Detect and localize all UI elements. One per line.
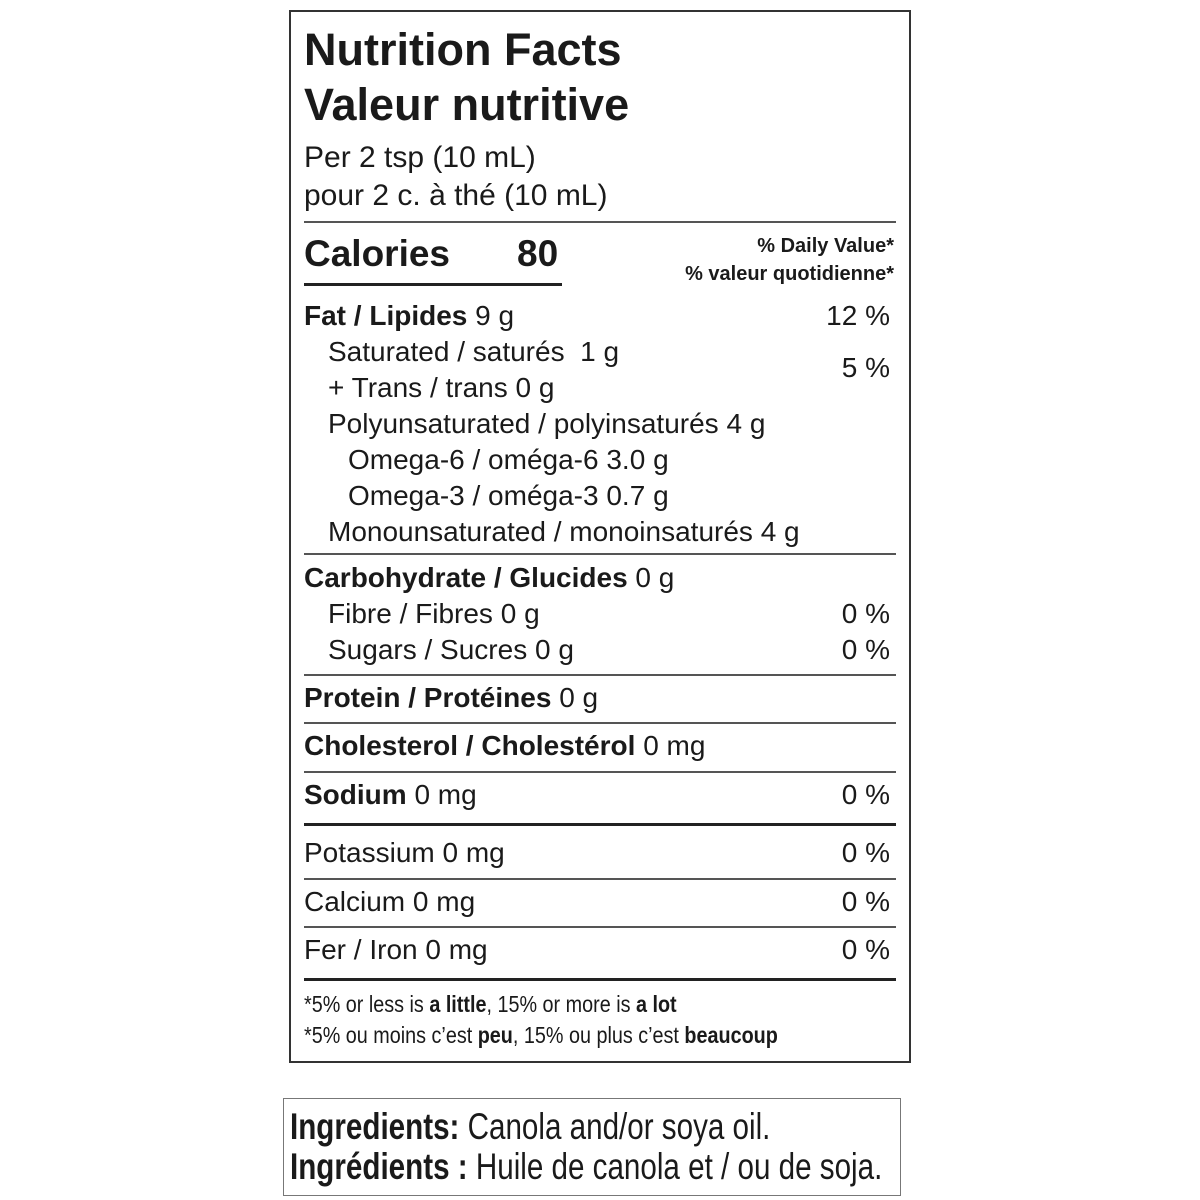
ingredients-text: Canola and/or soya oil. [467, 1106, 771, 1147]
footnote-text: *5% ou moins c’est [304, 1022, 478, 1048]
nutrient-name: Monounsaturated / monoinsaturés [328, 516, 753, 547]
nutrient-dv: 0 % [841, 634, 890, 665]
title: Nutrition Facts [304, 24, 622, 75]
nutrient-row: Omega-6 / oméga-6 3.0 g [348, 442, 669, 478]
nutrient-amount: 0.7 g [606, 480, 669, 511]
nutrient-row: Cholesterol / Cholestérol 0 mg [304, 728, 705, 764]
nutrient-row: Polyunsaturated / polyinsaturés 4 g [328, 406, 765, 442]
nutrient-amount: 4 g [760, 516, 800, 547]
footnote-emphasis: a little [429, 991, 487, 1017]
divider [304, 926, 896, 928]
dv-heading: % Daily Value* [757, 235, 894, 257]
nutrient-dv: 0 % [841, 934, 890, 965]
nutrient-name: Omega-3 / oméga-3 [348, 480, 599, 511]
nutrient-name: Saturated / saturés [328, 336, 565, 367]
footnote-text: *5% or less is [304, 991, 430, 1017]
divider [304, 823, 896, 826]
nutrient-amount: 0 g [534, 634, 574, 665]
serving: pour 2 c. à thé (10 mL) [304, 179, 608, 212]
calories-value: 80 [517, 233, 559, 274]
nutrient-amount: 0 mg [412, 886, 476, 917]
nutrient-row: Omega-3 / oméga-3 0.7 g [348, 478, 669, 514]
nutrient-row: + Trans / trans 0 g [328, 370, 554, 406]
nutrient-row: Calcium 0 mg [304, 884, 475, 920]
ingredients-box [283, 1098, 901, 1196]
footnote-emphasis: a lot [635, 991, 677, 1017]
nutrient-name: Carbohydrate / Glucides [304, 562, 628, 593]
divider [304, 978, 896, 981]
nutrient-name: Calcium [304, 886, 406, 917]
nutrient-row: Fibre / Fibres 0 g [328, 596, 540, 632]
ingredients-label: Ingrédients : [290, 1146, 468, 1187]
nutrient-dv: 5 % [841, 352, 890, 383]
nutrient-name: Protein / Protéines [304, 682, 552, 713]
footnote-text: , 15% ou plus c’est [512, 1022, 685, 1048]
nutrient-name: Sugars / Sucres [328, 634, 528, 665]
nutrient-dv: 12 % [826, 300, 890, 331]
nutrient-amount: 0 mg [414, 779, 477, 810]
divider [304, 878, 896, 880]
label-box [289, 10, 911, 1063]
nutrient-amount: 0 mg [643, 730, 706, 761]
dv-heading: % valeur quotidienne* [685, 263, 894, 285]
nutrient-name: Fer / Iron [304, 934, 418, 965]
nutrient-dv: 0 % [841, 598, 890, 629]
nutrient-amount: 0 g [635, 562, 675, 593]
nutrient-name: Fat / Lipides [304, 300, 468, 331]
calories-label: Calories [304, 233, 451, 274]
nutrient-amount: 0 mg [425, 934, 488, 965]
divider [304, 221, 896, 223]
nutrient-row: Saturated / saturés 1 g [328, 334, 619, 370]
nutrient-amount: 9 g [475, 300, 515, 331]
nutrient-row: Sodium 0 mg [304, 777, 477, 813]
nutrient-amount: 0 mg [442, 837, 505, 868]
nutrient-dv: 0 % [841, 779, 890, 810]
nutrient-name: Fibre / Fibres [328, 598, 493, 629]
nutrient-row: Monounsaturated / monoinsaturés 4 g [328, 514, 800, 550]
nutrient-amount: 1 g [580, 336, 620, 367]
footnote: *5% or less is a little, 15% or more is … [304, 989, 677, 1019]
footnote-emphasis: beaucoup [684, 1022, 778, 1048]
nutrient-amount: 0 g [515, 372, 555, 403]
ingredients-line: Ingredients: Canola and/or soya oil. [290, 1106, 770, 1148]
nutrient-name: Omega-6 / oméga-6 [348, 444, 599, 475]
nutrient-row: Potassium 0 mg [304, 835, 505, 871]
nutrient-amount: 0 g [500, 598, 540, 629]
nutrient-dv: 0 % [841, 886, 890, 917]
footnote-emphasis: peu [477, 1022, 513, 1048]
nutrient-name: Potassium [304, 837, 435, 868]
nutrient-row: Fat / Lipides 9 g [304, 298, 514, 334]
nutrient-name: Cholesterol / Cholestérol [304, 730, 636, 761]
nutrient-row: Carbohydrate / Glucides 0 g [304, 560, 674, 596]
divider [304, 771, 896, 773]
nutrient-row: Protein / Protéines 0 g [304, 680, 598, 716]
nutrient-name: Sodium [304, 779, 407, 810]
nutrient-dv: 0 % [841, 837, 890, 868]
nutrient-name: Polyunsaturated / polyinsaturés [328, 408, 719, 439]
divider [304, 674, 896, 676]
divider [304, 553, 896, 555]
nutrient-amount: 0 g [559, 682, 599, 713]
nutrient-name: + Trans / trans [328, 372, 508, 403]
divider [304, 283, 562, 286]
nutrient-amount: 4 g [726, 408, 766, 439]
nutrient-row: Fer / Iron 0 mg [304, 932, 488, 968]
title: Valeur nutritive [304, 79, 630, 130]
nutrient-amount: 3.0 g [606, 444, 669, 475]
ingredients-label: Ingredients: [290, 1106, 460, 1147]
divider [304, 722, 896, 724]
serving: Per 2 tsp (10 mL) [304, 141, 536, 174]
footnote-text: , 15% or more is [486, 991, 636, 1017]
ingredients-line: Ingrédients : Huile de canola et / ou de… [290, 1146, 882, 1188]
footnote: *5% ou moins c’est peu, 15% ou plus c’es… [304, 1020, 778, 1050]
nutrient-row: Sugars / Sucres 0 g [328, 632, 574, 668]
ingredients-text: Huile de canola et / ou de soja. [475, 1146, 883, 1187]
